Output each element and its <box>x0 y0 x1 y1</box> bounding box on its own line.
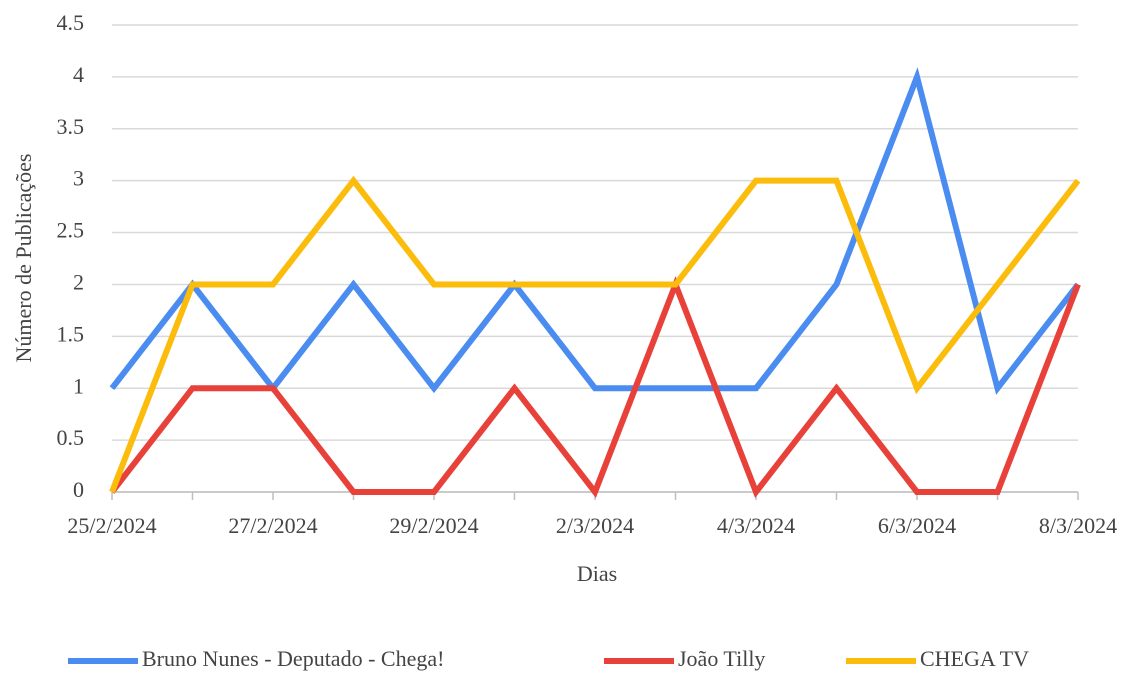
x-tick-label: 6/3/2024 <box>878 513 956 538</box>
y-tick-label: 2 <box>73 269 84 294</box>
y-tick-label: 0 <box>73 477 84 502</box>
legend-label: João Tilly <box>678 646 765 671</box>
y-tick-label: 4 <box>73 62 84 87</box>
legend-label: Bruno Nunes - Deputado - Chega! <box>142 646 444 671</box>
x-tick-label: 29/2/2024 <box>389 513 478 538</box>
x-tick-label: 4/3/2024 <box>717 513 795 538</box>
legend-label: CHEGA TV <box>920 646 1029 671</box>
x-tick-label: 27/2/2024 <box>228 513 317 538</box>
y-axis-title: Número de Publicações <box>11 154 36 363</box>
y-tick-label: 2.5 <box>57 218 85 243</box>
y-tick-label: 3.5 <box>57 114 85 139</box>
y-tick-label: 4.5 <box>57 10 85 35</box>
series-line <box>109 276 1081 499</box>
x-tick-label: 8/3/2024 <box>1039 513 1117 538</box>
y-tick-label: 3 <box>73 166 84 191</box>
x-tick-label: 2/3/2024 <box>556 513 634 538</box>
y-tick-label: 1 <box>73 373 84 398</box>
y-tick-label: 1.5 <box>57 321 85 346</box>
x-axis-title: Dias <box>577 561 617 586</box>
x-tick-label: 25/2/2024 <box>67 513 156 538</box>
y-tick-label: 0.5 <box>57 425 85 450</box>
series-line <box>109 175 1081 494</box>
